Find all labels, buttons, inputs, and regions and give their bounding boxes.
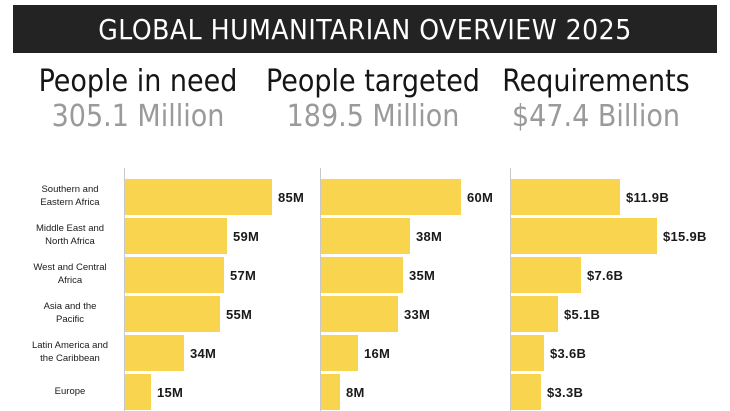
bar: [511, 296, 558, 332]
category-label: Southern and Eastern Africa: [22, 183, 118, 209]
category-label-line: Europe: [54, 385, 86, 397]
bar-value-label: $3.6B: [550, 346, 587, 361]
bar-panel-requirements: $11.9B $15.9B $7.6B $5.1B $3.6B $3.3B: [510, 168, 710, 411]
category-label-line: Pacific: [56, 314, 84, 325]
bar-value-label: 59M: [233, 229, 260, 244]
bar: [511, 179, 620, 215]
bar-value-label: 55M: [226, 307, 253, 322]
bar: [321, 335, 358, 371]
bar-value-label: $15.9B: [663, 229, 707, 244]
bar-panel-people-in-need: 85M 59M 57M 55M 34M 15M: [124, 168, 324, 411]
category-label: Asia and the Pacific: [22, 300, 118, 326]
category-label-line: the Caribbean: [40, 353, 100, 364]
axis-line: [510, 168, 511, 411]
title-banner: GLOBAL HUMANITARIAN OVERVIEW 2025: [13, 5, 717, 53]
bar-value-label: $11.9B: [626, 190, 670, 205]
category-label: West and Central Africa: [22, 261, 118, 287]
bar: [125, 335, 184, 371]
bar-value-label: 85M: [278, 190, 305, 205]
bar-value-label: $7.6B: [587, 268, 624, 283]
bar-value-label: 15M: [157, 385, 184, 400]
bar: [321, 374, 340, 410]
category-label: Europe: [22, 385, 118, 398]
bar-value-label: 33M: [404, 307, 431, 322]
category-label: Latin America and the Caribbean: [22, 339, 118, 365]
category-label-line: Africa: [57, 275, 83, 286]
stat-value: 305.1 Million: [51, 99, 225, 134]
bar-value-label: $3.3B: [547, 385, 584, 400]
category-label-line: West and Central: [33, 262, 107, 273]
bar-value-label: 60M: [467, 190, 494, 205]
bar: [125, 179, 272, 215]
bar-value-label: 38M: [416, 229, 443, 244]
bar-value-label: $5.1B: [564, 307, 601, 322]
category-label-line: North Africa: [45, 236, 95, 247]
bar: [125, 374, 151, 410]
bar: [511, 218, 657, 254]
bar: [321, 296, 398, 332]
bar-value-label: 34M: [190, 346, 217, 361]
category-label-line: Latin America and: [31, 340, 109, 351]
bar: [511, 257, 581, 293]
stat-value: $47.4 Billion: [512, 99, 680, 134]
bar: [511, 335, 544, 371]
bar: [125, 218, 227, 254]
bar-value-label: 16M: [364, 346, 391, 361]
axis-line: [320, 168, 321, 411]
category-label-line: Eastern Africa: [40, 197, 100, 208]
category-label-line: Middle East and: [35, 223, 105, 234]
bar: [321, 257, 403, 293]
stat-label: People targeted: [266, 64, 480, 99]
stat-label: People in need: [38, 64, 238, 99]
stat-people-targeted: People targeted 189.5 Million: [253, 64, 493, 134]
category-label: Middle East and North Africa: [22, 222, 118, 248]
bar: [125, 257, 224, 293]
category-label-line: Southern and: [41, 184, 99, 195]
bar-value-label: 8M: [346, 385, 365, 400]
bar-value-label: 35M: [409, 268, 436, 283]
bar: [125, 296, 220, 332]
stat-requirements: Requirements $47.4 Billion: [476, 64, 716, 134]
bar: [511, 374, 541, 410]
bar: [321, 218, 410, 254]
axis-line: [124, 168, 125, 411]
bar: [321, 179, 461, 215]
category-label-line: Asia and the: [43, 301, 97, 312]
bar-panel-people-targeted: 60M 38M 35M 33M 16M 8M: [320, 168, 520, 411]
stat-value: 189.5 Million: [286, 99, 460, 134]
page-title: GLOBAL HUMANITARIAN OVERVIEW 2025: [98, 12, 632, 46]
stat-people-in-need: People in need 305.1 Million: [18, 64, 258, 134]
bar-value-label: 57M: [230, 268, 257, 283]
stat-label: Requirements: [502, 64, 690, 99]
